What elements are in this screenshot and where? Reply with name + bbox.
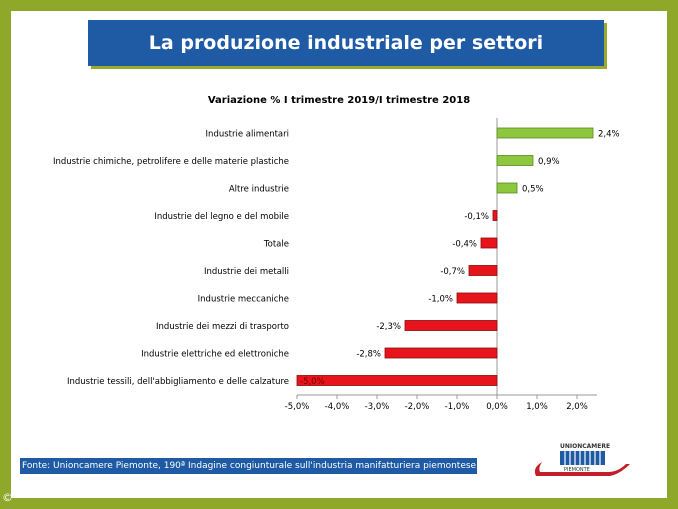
chart-title: Variazione % I trimestre 2019/I trimestr… — [207, 95, 471, 106]
bar — [496, 155, 534, 166]
x-tick-label: 2,0% — [566, 402, 588, 412]
data-label: 0,9% — [538, 157, 560, 167]
bar — [492, 210, 498, 221]
source-note: Fonte: Unioncamere Piemonte, 190ª Indagi… — [20, 458, 477, 474]
slide — [11, 11, 667, 498]
category-label: Industrie tessili, dell'abbigliamento e … — [67, 377, 289, 387]
data-label: -0,1% — [464, 212, 489, 222]
bar — [404, 320, 498, 331]
copyright: © — [2, 491, 13, 504]
data-label: -2,8% — [356, 350, 381, 360]
category-label: Altre industrie — [229, 185, 289, 195]
unioncamere-logo: UNIONCAMERE PIEMONTE — [534, 443, 630, 476]
category-label: Industrie meccaniche — [198, 295, 289, 305]
data-label: -0,4% — [452, 240, 477, 250]
category-label: Industrie dei mezzi di trasporto — [156, 322, 289, 332]
data-label: -2,3% — [376, 322, 401, 332]
data-label: 0,5% — [522, 185, 544, 195]
bar — [384, 347, 498, 359]
category-label: Industrie dei metalli — [204, 267, 289, 277]
data-label: -1,0% — [428, 295, 453, 305]
data-label: -0,7% — [440, 267, 465, 277]
data-label: -5,0% — [300, 377, 325, 387]
bar — [480, 237, 498, 249]
x-tick-label: -3,0% — [365, 402, 390, 412]
category-label: Industrie alimentari — [206, 130, 289, 140]
x-tick-label: -5,0% — [285, 402, 310, 412]
category-label: Industrie elettriche ed elettroniche — [141, 350, 289, 360]
svg-text:PIEMONTE: PIEMONTE — [564, 467, 590, 473]
data-label: 2,4% — [598, 130, 620, 140]
category-label: Totale — [263, 240, 289, 250]
bar — [496, 182, 518, 194]
bar — [296, 375, 498, 386]
bar — [468, 265, 498, 276]
x-tick-label: 0,0% — [486, 402, 508, 412]
x-tick-label: 1,0% — [526, 402, 548, 412]
bar — [496, 127, 594, 139]
category-label: Industrie chimiche, petrolifere e delle … — [53, 157, 289, 167]
category-label: Industrie del legno e del mobile — [154, 212, 289, 222]
bar — [456, 292, 498, 304]
svg-text:UNIONCAMERE: UNIONCAMERE — [560, 443, 610, 450]
x-tick-label: -1,0% — [445, 402, 470, 412]
slide-title: La produzione industriale per settori — [88, 20, 604, 66]
x-tick-label: -4,0% — [325, 402, 350, 412]
x-tick-label: -2,0% — [405, 402, 430, 412]
